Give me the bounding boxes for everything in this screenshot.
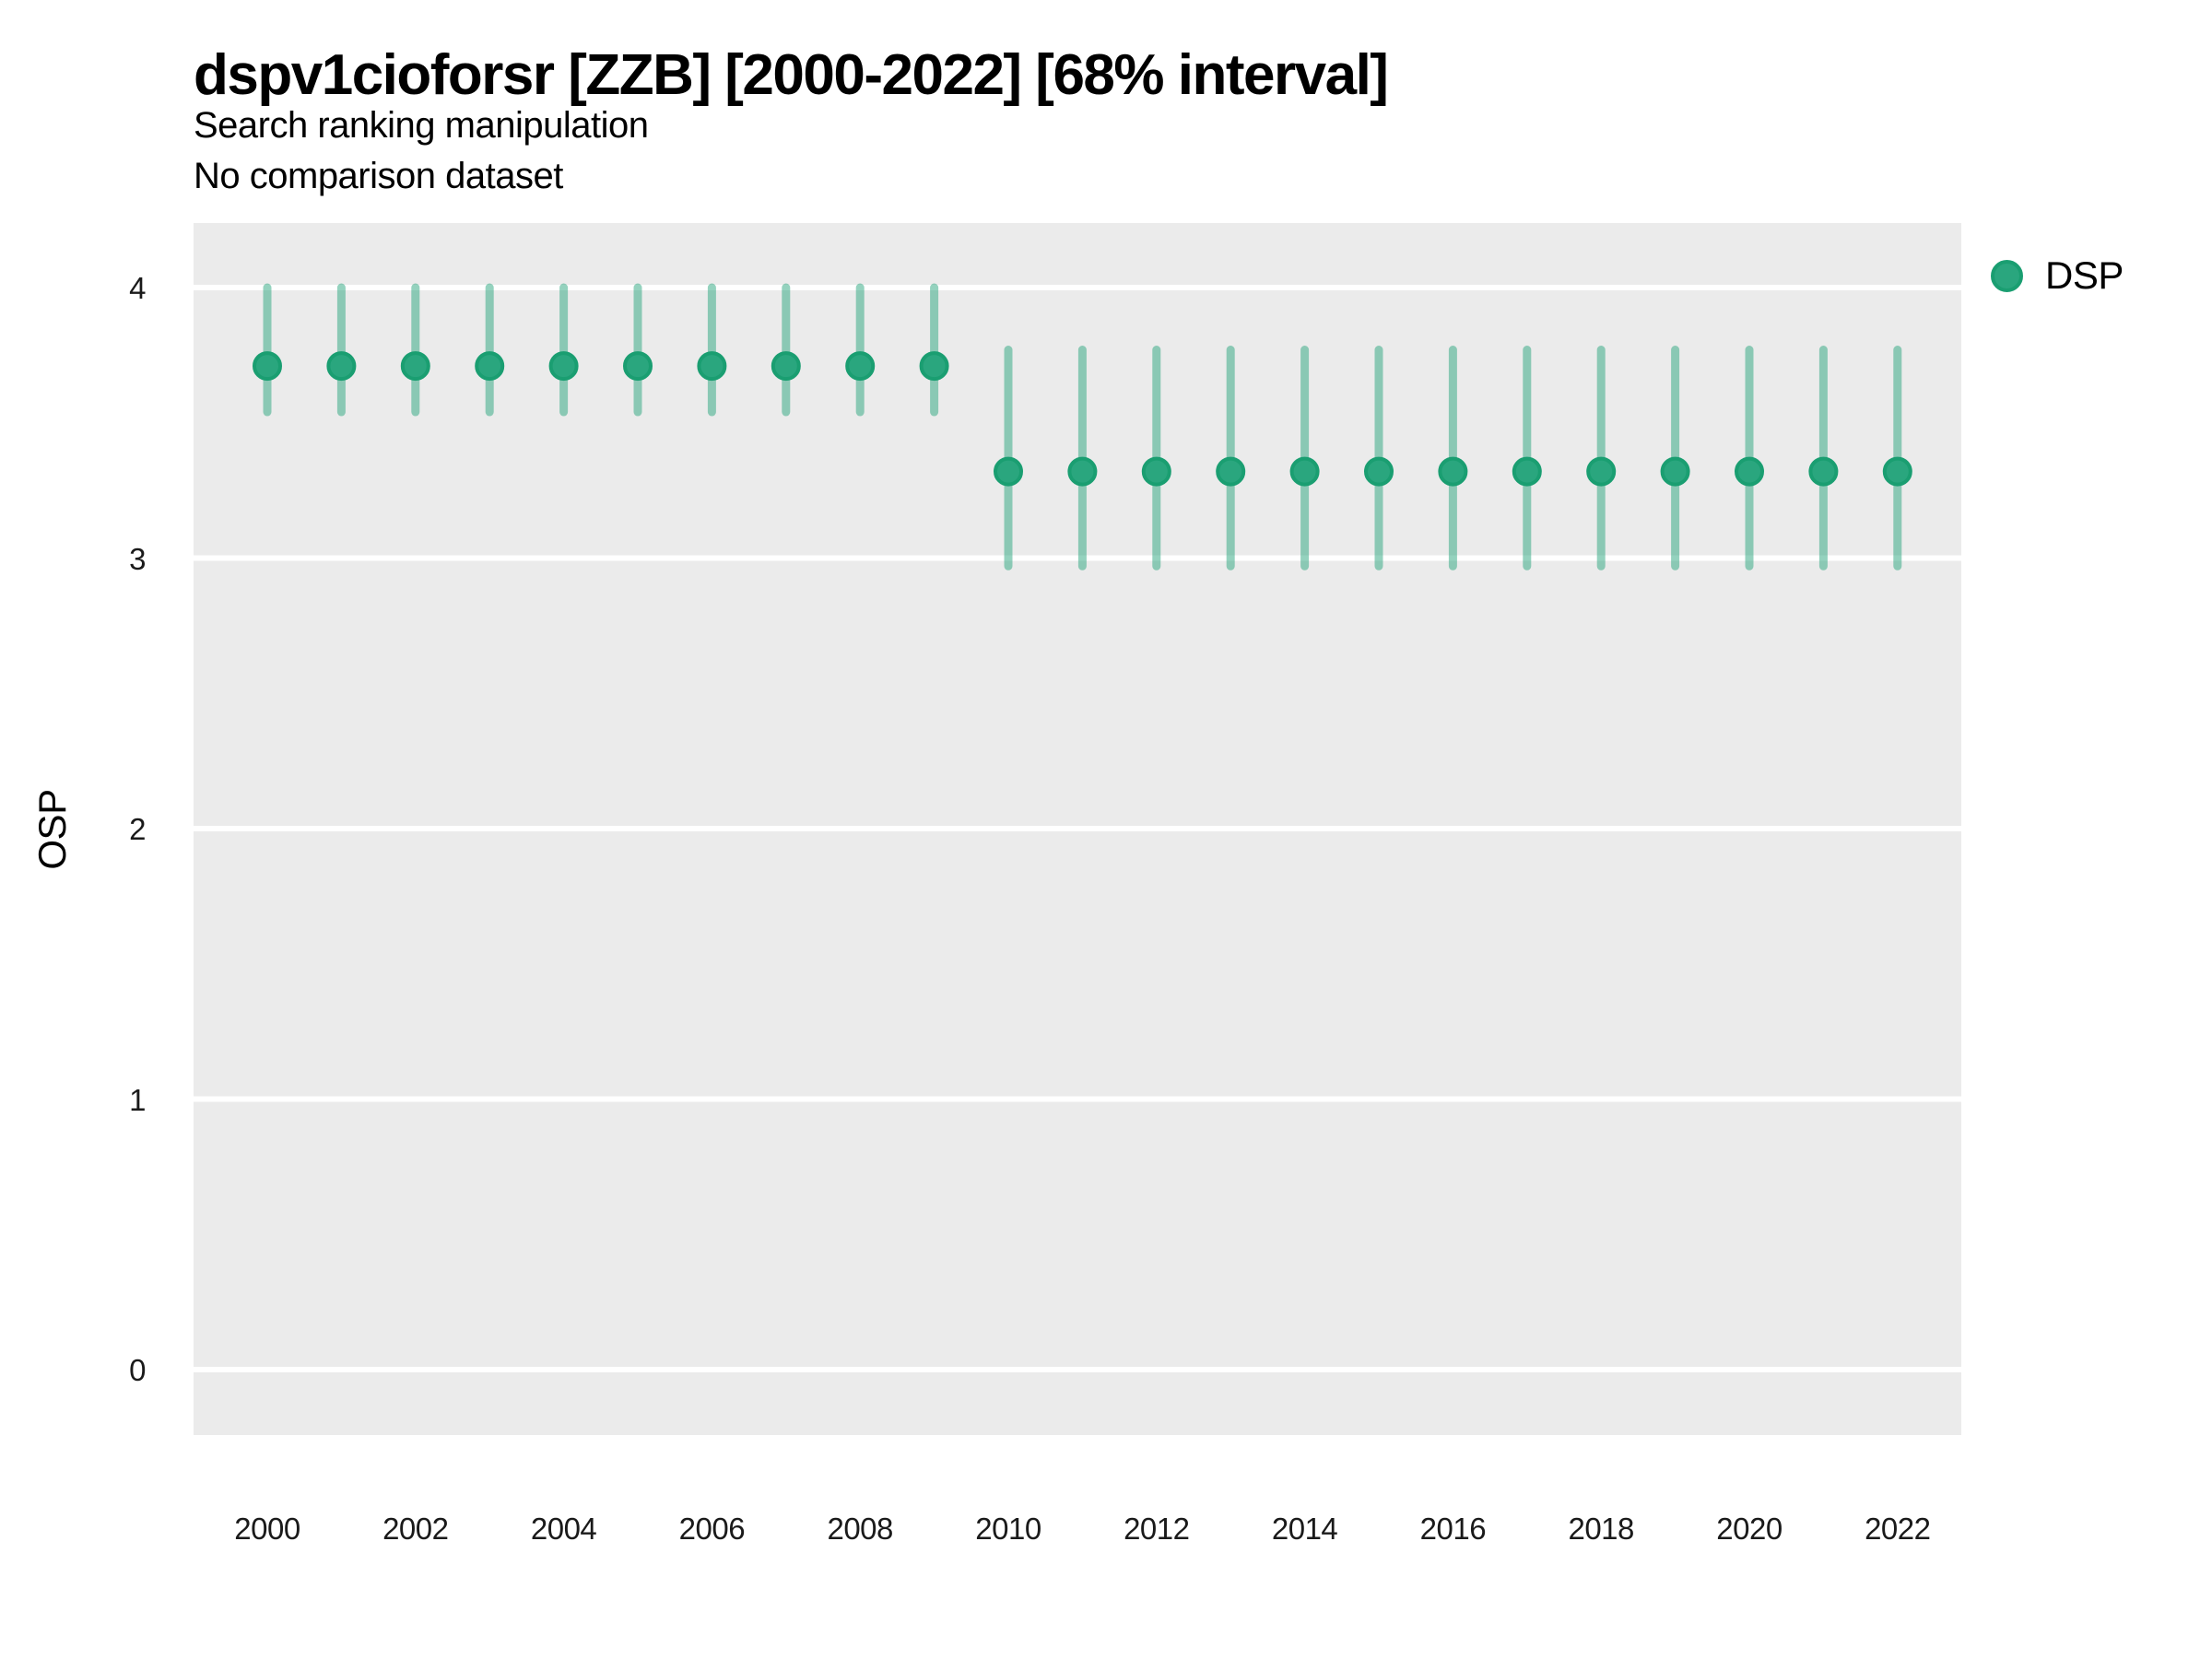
data-point	[1735, 456, 1764, 487]
x-tick-label: 2014	[1271, 1512, 1338, 1546]
data-point	[1067, 456, 1098, 487]
chart-note: No comparison dataset	[194, 156, 563, 196]
data-point	[845, 351, 876, 382]
x-tick-label: 2012	[1124, 1512, 1190, 1546]
data-point	[1586, 456, 1617, 487]
data-point	[548, 351, 579, 382]
data-point	[1882, 456, 1912, 487]
chart-subtitle: Search ranking manipulation	[194, 105, 649, 146]
data-point	[623, 351, 653, 382]
x-tick-label: 2002	[382, 1512, 449, 1546]
data-point	[1512, 456, 1542, 487]
data-point	[1438, 456, 1468, 487]
x-tick-label: 2004	[530, 1512, 597, 1546]
x-tick-label: 2000	[234, 1512, 300, 1546]
legend-label: DSP	[2045, 253, 2124, 297]
pointrange-chart	[194, 223, 1961, 1435]
data-point	[1141, 456, 1171, 487]
plot-area	[194, 223, 1961, 1435]
legend-point-icon	[1991, 259, 2023, 292]
x-tick-label: 2008	[827, 1512, 893, 1546]
x-tick-label: 2022	[1865, 1512, 1931, 1546]
y-tick-label: 1	[129, 1082, 146, 1117]
data-point	[1660, 456, 1690, 487]
data-point	[253, 351, 282, 382]
y-tick-label: 0	[129, 1353, 146, 1387]
x-tick-label: 2020	[1716, 1512, 1783, 1546]
data-point	[919, 351, 949, 382]
x-tick-label: 2016	[1419, 1512, 1487, 1546]
y-tick-label: 2	[129, 812, 146, 846]
legend: DSP	[1991, 254, 2124, 297]
data-point	[1216, 456, 1246, 487]
data-point	[771, 351, 801, 382]
data-point	[400, 351, 430, 382]
data-point	[697, 351, 727, 382]
data-point	[994, 456, 1023, 487]
chart-title: dspv1cioforsr [ZZB] [2000-2022] [68% int…	[194, 43, 1389, 107]
data-point	[326, 351, 357, 382]
x-tick-label: 2010	[975, 1512, 1041, 1546]
data-point	[1364, 456, 1394, 487]
data-point	[1808, 456, 1839, 487]
y-tick-label: 3	[129, 541, 146, 576]
data-point	[475, 351, 505, 382]
data-point	[1289, 456, 1320, 487]
x-tick-label: 2018	[1568, 1512, 1634, 1546]
x-tick-label: 2006	[678, 1512, 746, 1546]
y-tick-label: 4	[129, 271, 146, 305]
